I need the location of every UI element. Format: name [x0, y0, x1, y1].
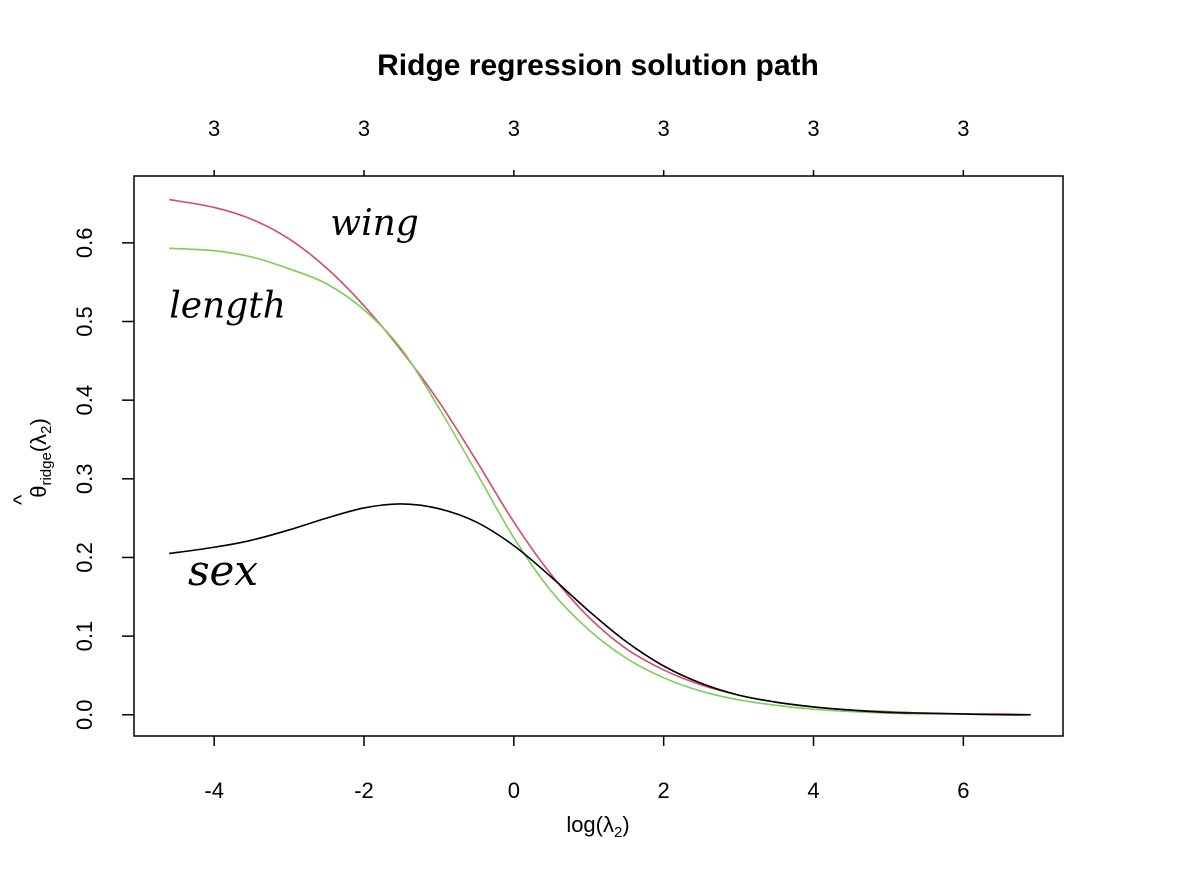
x-tick-label: 0 — [508, 778, 520, 803]
series-line-length — [169, 247, 1031, 716]
series-line-sex — [169, 503, 1031, 716]
y-tick-label: 0.2 — [72, 542, 97, 573]
y-tick-label: 0.1 — [72, 621, 97, 652]
y-tick-label: 0.0 — [72, 699, 97, 730]
top-tick-label: 3 — [358, 116, 370, 141]
chart-title: Ridge regression solution path — [377, 49, 819, 82]
series-annotations: wing length sex — [169, 203, 419, 595]
top-axis: 3 3 3 3 3 3 — [208, 116, 969, 176]
x-tick-label: -4 — [204, 778, 224, 803]
top-tick-label: 3 — [807, 116, 819, 141]
x-tick-label: 4 — [807, 778, 819, 803]
plot-frame — [133, 175, 1064, 737]
y-tick-label: 0.4 — [72, 385, 97, 416]
y-tick-label: 0.5 — [72, 306, 97, 337]
annotation-sex: sex — [188, 546, 258, 595]
x-tick-label: -2 — [354, 778, 374, 803]
x-tick-label: 2 — [658, 778, 670, 803]
top-tick-label: 3 — [208, 116, 220, 141]
top-tick-label: 3 — [658, 116, 670, 141]
series-line-wing — [169, 198, 1031, 716]
top-tick-label: 3 — [508, 116, 520, 141]
y-tick-label: 0.3 — [72, 464, 97, 495]
annotation-length: length — [169, 286, 286, 327]
x-axis: -4 -2 0 2 4 6 — [204, 736, 969, 803]
y-axis: 0.0 0.1 0.2 0.3 0.4 0.5 0.6 — [72, 228, 134, 730]
series-lines — [169, 198, 1031, 716]
y-axis-label: θridge(λ2) ^ — [9, 418, 55, 505]
top-tick-label: 3 — [957, 116, 969, 141]
svg-text:θridge(λ2): θridge(λ2) — [26, 418, 55, 498]
x-tick-label: 6 — [957, 778, 969, 803]
svg-text:^: ^ — [9, 494, 34, 505]
annotation-wing: wing — [330, 203, 419, 244]
y-tick-label: 0.6 — [72, 228, 97, 259]
x-axis-label: log(λ2) — [566, 812, 629, 841]
